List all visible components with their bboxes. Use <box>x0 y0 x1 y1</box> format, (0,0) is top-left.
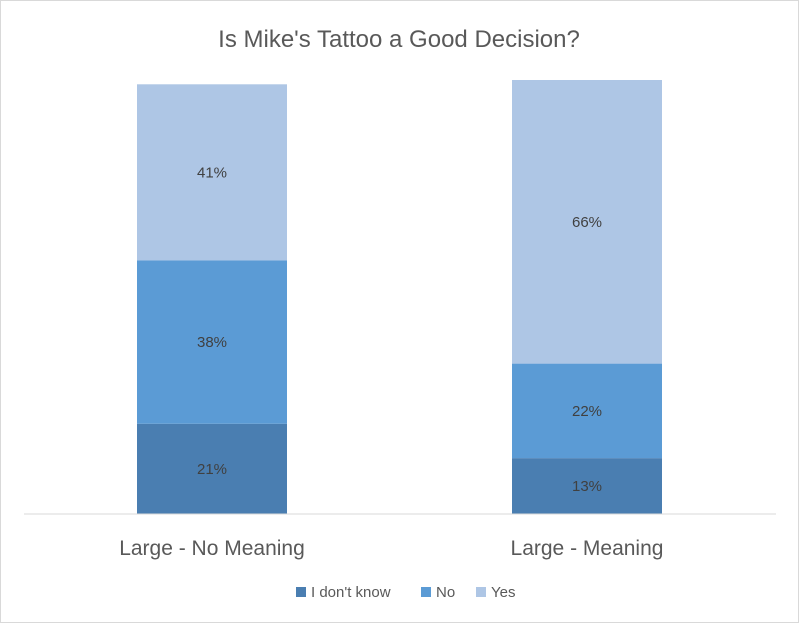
bar-segment <box>137 84 287 261</box>
legend-label: Yes <box>491 584 515 601</box>
category-label: Large - No Meaning <box>119 537 305 560</box>
category-labels: Large - No Meaning Large - Meaning <box>119 537 663 560</box>
bar-segment <box>512 363 662 459</box>
data-label: 66% <box>572 214 602 231</box>
bar-segment <box>137 260 287 424</box>
legend: I don't know No Yes <box>296 584 515 601</box>
data-label: 41% <box>197 164 227 181</box>
legend-swatch <box>296 587 306 597</box>
legend-swatch <box>476 587 486 597</box>
data-label: 22% <box>572 403 602 420</box>
bars-layer: 21% 38% 41% 13% 22% 66% <box>137 80 662 514</box>
legend-label: I don't know <box>311 584 391 601</box>
chart-title: Is Mike's Tattoo a Good Decision? <box>218 26 580 53</box>
data-label: 13% <box>572 478 602 495</box>
legend-label: No <box>436 584 455 601</box>
category-label: Large - Meaning <box>511 537 664 560</box>
data-label: 38% <box>197 334 227 351</box>
data-label: 21% <box>197 461 227 478</box>
bar-segment <box>137 423 287 514</box>
legend-swatch <box>421 587 431 597</box>
bar-segment <box>512 458 662 514</box>
bar-segment <box>512 80 662 364</box>
